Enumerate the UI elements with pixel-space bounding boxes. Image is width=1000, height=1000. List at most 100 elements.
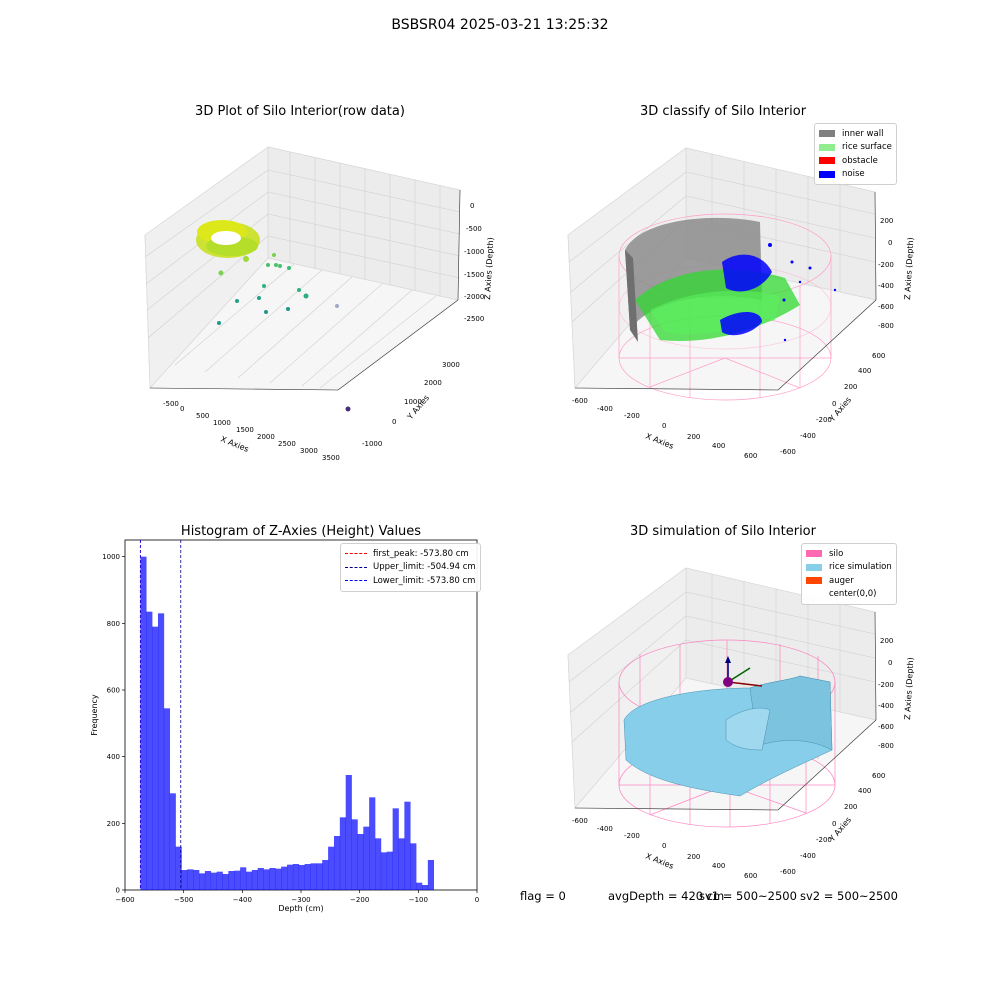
raw-ztick-5: -2500 xyxy=(464,315,484,323)
sim-ytick-4: 200 xyxy=(844,803,857,811)
histogram-xtick-label: 0 xyxy=(475,896,479,904)
histogram-bar xyxy=(328,846,335,890)
histogram-bar xyxy=(199,873,206,890)
sim-ytick-0: -600 xyxy=(780,868,796,876)
histogram-bar xyxy=(257,868,264,890)
legend-label: obstacle xyxy=(842,155,878,166)
classify-ytick-0: -600 xyxy=(780,448,796,456)
legend-swatch xyxy=(806,591,822,598)
sim-ztick-3: -400 xyxy=(878,702,894,710)
classify-legend-item: rice surface xyxy=(819,141,892,155)
raw-xtick-3: 1000 xyxy=(213,419,231,427)
legend-label: Lower_limit: -573.80 cm xyxy=(373,575,476,586)
histogram-bar xyxy=(251,870,259,890)
histogram-xtick-label: −600 xyxy=(115,896,134,904)
legend-swatch xyxy=(806,577,822,585)
histogram-bar xyxy=(304,864,311,890)
histogram-bar xyxy=(210,872,217,890)
classify-xtick-6: 600 xyxy=(744,452,757,460)
classify-ztick-5: -800 xyxy=(878,322,894,330)
histogram-xtick-label: −500 xyxy=(174,896,193,904)
histogram-legend-item: first_peak: -573.80 cm xyxy=(345,547,476,561)
raw-xtick-4: 1500 xyxy=(236,426,254,434)
legend-label: silo xyxy=(829,548,844,559)
classify-ytick-3: 0 xyxy=(832,400,836,408)
legend-label: rice surface xyxy=(842,142,892,153)
classify-legend: inner wall rice surface obstacle noise xyxy=(814,123,897,185)
raw-ytick-4: 3000 xyxy=(442,361,460,369)
classify-plot-3d: -600 -400 -200 0 200 400 600 X Axies -60… xyxy=(567,147,915,460)
classify-plot-xticks: -600 -400 -200 0 200 400 600 xyxy=(572,397,757,460)
sv1-text: sv1 = 500~2500 xyxy=(699,889,797,903)
sim-rice-surface xyxy=(623,675,833,797)
histogram-ytick-label: 1000 xyxy=(102,553,120,561)
raw-ztick-0: 0 xyxy=(470,202,474,210)
histogram-bar xyxy=(357,834,364,890)
sim-xtick-4: 200 xyxy=(687,853,700,861)
histogram-bar xyxy=(421,885,429,890)
sim-auger-center xyxy=(723,656,763,687)
sim-zlabel: Z Axies (Depth) xyxy=(903,657,915,720)
histogram-ylabel: Frequency xyxy=(90,694,99,736)
classify-plot-axes xyxy=(574,191,877,391)
legend-label: auger xyxy=(829,575,854,586)
legend-label: center(0,0) xyxy=(829,589,877,600)
histogram-ytick-label: 200 xyxy=(107,820,120,828)
histogram-frame xyxy=(124,539,478,891)
sim-xtick-2: -200 xyxy=(624,832,640,840)
legend-label: Upper_limit: -504.94 cm xyxy=(373,562,476,573)
raw-ztick-4: -2000 xyxy=(464,293,484,301)
sim-plot-3d: -600 -400 -200 0 200 400 600 X Axies -60… xyxy=(567,567,915,880)
histogram-bar xyxy=(322,860,329,890)
histogram-bar xyxy=(240,867,247,890)
raw-ytick-1: 0 xyxy=(392,418,396,426)
histogram-bars xyxy=(140,556,435,890)
sim-xtick-6: 600 xyxy=(744,872,757,880)
classify-ytick-5: 400 xyxy=(858,367,871,375)
raw-plot-3d: -500 0 500 1000 1500 2000 2500 3000 3500… xyxy=(144,146,495,462)
histogram-xtick-label: −100 xyxy=(409,896,428,904)
histogram-xticks: −600 −500 −400 −300 −200 −100 0 xyxy=(115,890,479,904)
histogram-bar xyxy=(380,852,388,890)
classify-legend-item: inner wall xyxy=(819,127,892,141)
raw-plot-points xyxy=(196,220,351,412)
raw-plot-yticks: -1000 0 1000 2000 3000 xyxy=(362,361,460,448)
histogram-bar xyxy=(292,864,300,890)
classify-ytick-6: 600 xyxy=(872,352,885,360)
sim-plot-axes xyxy=(574,611,877,811)
raw-ztick-2: -1000 xyxy=(464,248,484,256)
histogram-bar xyxy=(187,869,194,890)
histogram-bar xyxy=(404,801,411,890)
histogram-bar xyxy=(427,860,435,890)
classify-xtick-3: 0 xyxy=(662,422,666,430)
histogram-bar xyxy=(216,871,223,890)
sim-ylabel: Y Axies xyxy=(827,815,853,844)
legend-swatch xyxy=(819,157,835,165)
histogram-bar xyxy=(245,871,253,890)
histogram-legend-item: Lower_limit: -573.80 cm xyxy=(345,574,476,588)
legend-swatch xyxy=(819,170,835,178)
raw-plot-title: 3D Plot of Silo Interior(row data) xyxy=(195,104,405,119)
classify-ytick-1: -400 xyxy=(800,432,816,440)
sim-ytick-1: -400 xyxy=(800,852,816,860)
histogram-bar xyxy=(398,838,405,890)
classify-silo-wireframe xyxy=(618,213,832,401)
sim-plot-gridlines xyxy=(568,574,876,743)
raw-ytick-0: -1000 xyxy=(362,440,382,448)
sim-legend-item: silo xyxy=(806,547,892,561)
raw-plot-gridlines xyxy=(144,152,461,389)
raw-xtick-6: 2500 xyxy=(278,440,296,448)
histogram-bar xyxy=(228,871,235,890)
histogram-bar xyxy=(351,819,358,890)
legend-label: noise xyxy=(842,169,865,180)
histogram-bar xyxy=(392,808,399,890)
histogram-bar xyxy=(163,708,171,890)
raw-ytick-3: 2000 xyxy=(424,379,442,387)
histogram-bar xyxy=(234,870,241,890)
avg-depth-text: avgDepth = 420 cm xyxy=(608,889,725,903)
histogram-bar xyxy=(310,863,317,890)
sim-ztick-5: -800 xyxy=(878,742,894,750)
legend-line xyxy=(345,566,367,568)
raw-xtick-8: 3500 xyxy=(322,454,340,462)
histogram-chart: −600 −500 −400 −300 −200 −100 0 0 200 400 600 800 1… xyxy=(90,539,479,913)
